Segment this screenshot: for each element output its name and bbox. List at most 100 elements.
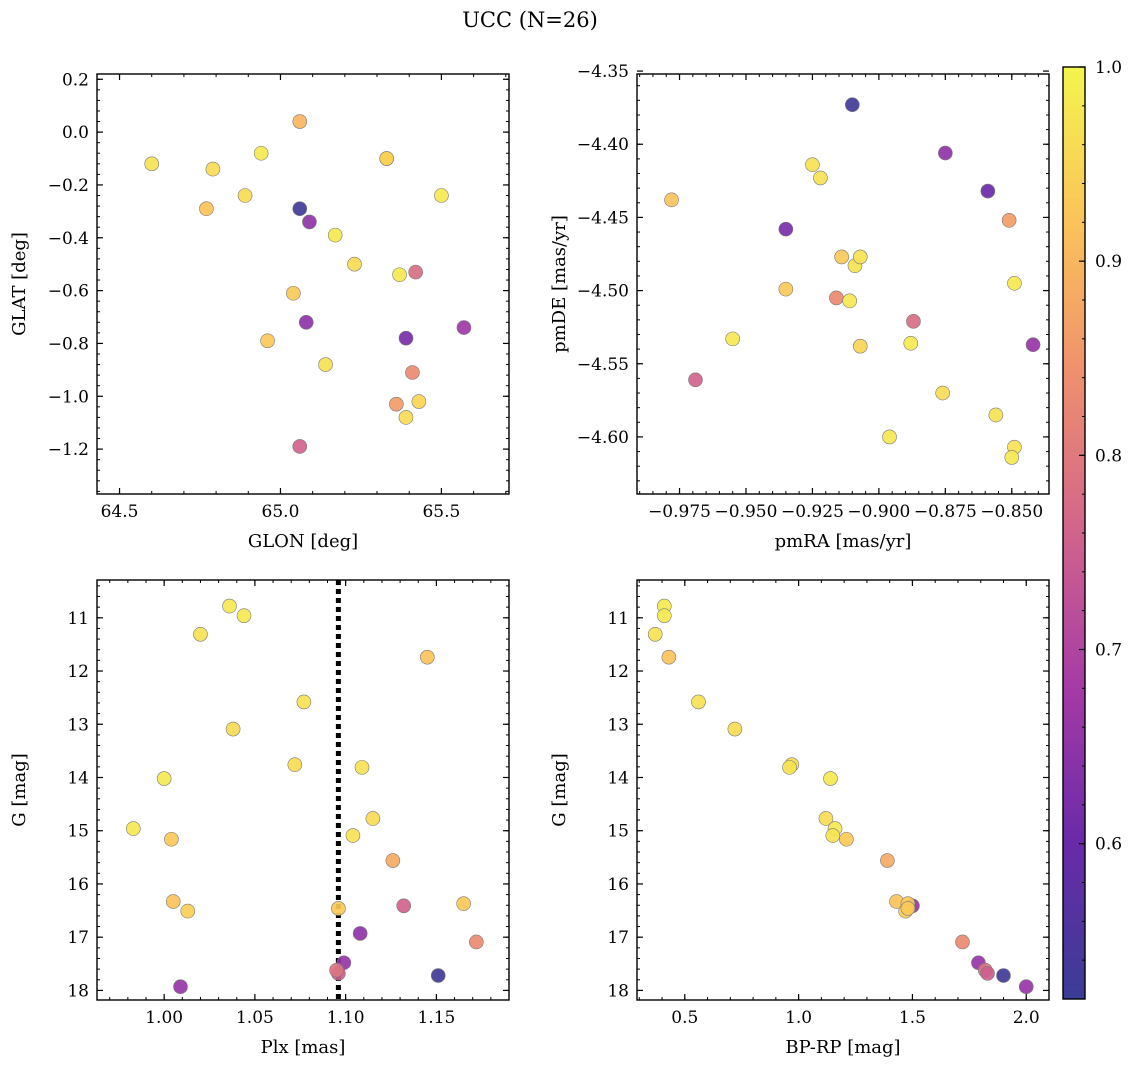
axes-frame [96,579,510,1001]
y-tick-label: 15 [607,822,629,842]
data-point [398,410,414,425]
y-tick-label: −1.2 [48,440,89,460]
data-point [664,192,679,208]
x-tick-label: 1.10 [327,1008,365,1028]
data-point [988,407,1004,423]
y-tick-label: 12 [67,662,89,682]
data-point [287,757,303,773]
x-axis-label: Plx [mas] [261,1037,346,1058]
data-point [980,966,995,981]
y-tick-label: 0.0 [62,123,89,143]
data-point [420,649,435,665]
y-tick-label: −0.2 [48,176,89,196]
data-point [825,828,841,843]
data-point [456,896,471,911]
y-axis-label: GLAT [deg] [9,232,30,336]
data-point [903,335,919,351]
panel-4: 0.5 1.0 1.5 2.0 11 12 13 14 15 16 17 18 BP-RP [mag] G… [549,579,1050,1058]
y-tick-label: −0.6 [48,282,89,302]
y-tick-label: 0.2 [62,70,89,90]
data-point [237,188,253,203]
data-point [379,151,394,166]
x-tick-label: −0.875 [914,502,977,522]
data-point [805,157,820,173]
colorbar: 0.6 0.7 0.8 0.9 1.0 [1062,58,1122,1000]
data-point [236,608,252,623]
y-tick-label: 11 [607,609,629,629]
x-tick-label: −0.950 [715,502,778,522]
data-point [225,721,241,737]
y-tick-label: 17 [607,928,629,948]
x-tick-label: 65.5 [422,502,460,522]
data-point [345,828,361,843]
y-tick-label: 12 [607,662,629,682]
data-point [352,926,368,941]
x-tick-label: 0.5 [671,1008,698,1028]
colorbar-tick-label: 0.8 [1095,446,1122,466]
y-tick-label: 15 [67,822,89,842]
data-point [778,221,794,237]
y-axis-label: pmDE [mas/yr] [549,215,570,353]
data-point [292,114,308,129]
colorbar-gradient [1062,66,1086,1000]
data-point [405,365,420,380]
x-tick-label: 65.0 [262,502,300,522]
x-tick-label: −0.975 [648,502,711,522]
x-tick-label: 1.00 [145,1008,183,1028]
data-point [935,385,950,401]
y-tick-label: 11 [67,609,89,629]
x-tick-label: 1.5 [899,1008,926,1028]
data-point [396,898,412,914]
data-point [900,901,916,916]
y-tick-label: 14 [607,768,629,788]
y-tick-label: −4.35 [577,62,629,82]
y-tick-label: −0.4 [48,229,89,249]
data-point [845,97,860,113]
data-point [389,396,404,412]
data-point [156,771,172,786]
y-axis-label: G [mag] [9,753,30,826]
y-tick-label: 13 [607,715,629,735]
data-point [818,811,834,826]
y-tick-label: −4.60 [577,428,629,448]
data-point [725,331,740,347]
data-point [253,145,269,161]
data-point [385,853,401,868]
data-point [180,903,196,919]
data-point [880,853,895,868]
data-point [398,330,414,346]
colorbar-tick-label: 0.6 [1095,835,1122,855]
x-tick-label: 2.0 [1013,1008,1040,1028]
panel-2: −0.975 −0.950 −0.925 −0.900 −0.875 −0.850 −4.3… [549,62,1050,552]
data-point [661,649,677,665]
data-point [1001,213,1017,228]
data-point [165,894,181,909]
data-point [996,968,1011,983]
data-point [688,372,703,388]
data-point [980,183,996,199]
data-point [365,811,381,826]
data-point [260,333,275,349]
panel-1: 64.5 65.0 65.5 0.2 0.0 −0.2 −0.4 −0.6 −0.8 −1.0 −1… [9,70,510,552]
x-tick-label: −0.925 [781,502,844,522]
data-point [144,156,160,172]
data-point [1007,275,1022,291]
y-tick-label: 17 [67,928,89,948]
axes-frame [636,579,1050,1001]
data-point [329,962,344,978]
y-tick-label: 13 [67,715,89,735]
data-point [411,394,427,409]
data-point [469,934,484,950]
colorbar-tick-label: 0.9 [1095,252,1122,272]
x-tick-label: 64.5 [101,502,139,522]
colorbar-tick-label: 1.0 [1095,58,1122,78]
axes-frame [636,73,1050,495]
x-tick-label: −0.900 [847,502,910,522]
data-point [164,831,179,847]
y-tick-label: −4.50 [577,282,629,302]
data-point [354,760,370,775]
x-tick-label: 1.0 [785,1008,812,1028]
y-tick-label: 14 [67,768,89,788]
y-tick-label: −4.55 [577,355,629,375]
